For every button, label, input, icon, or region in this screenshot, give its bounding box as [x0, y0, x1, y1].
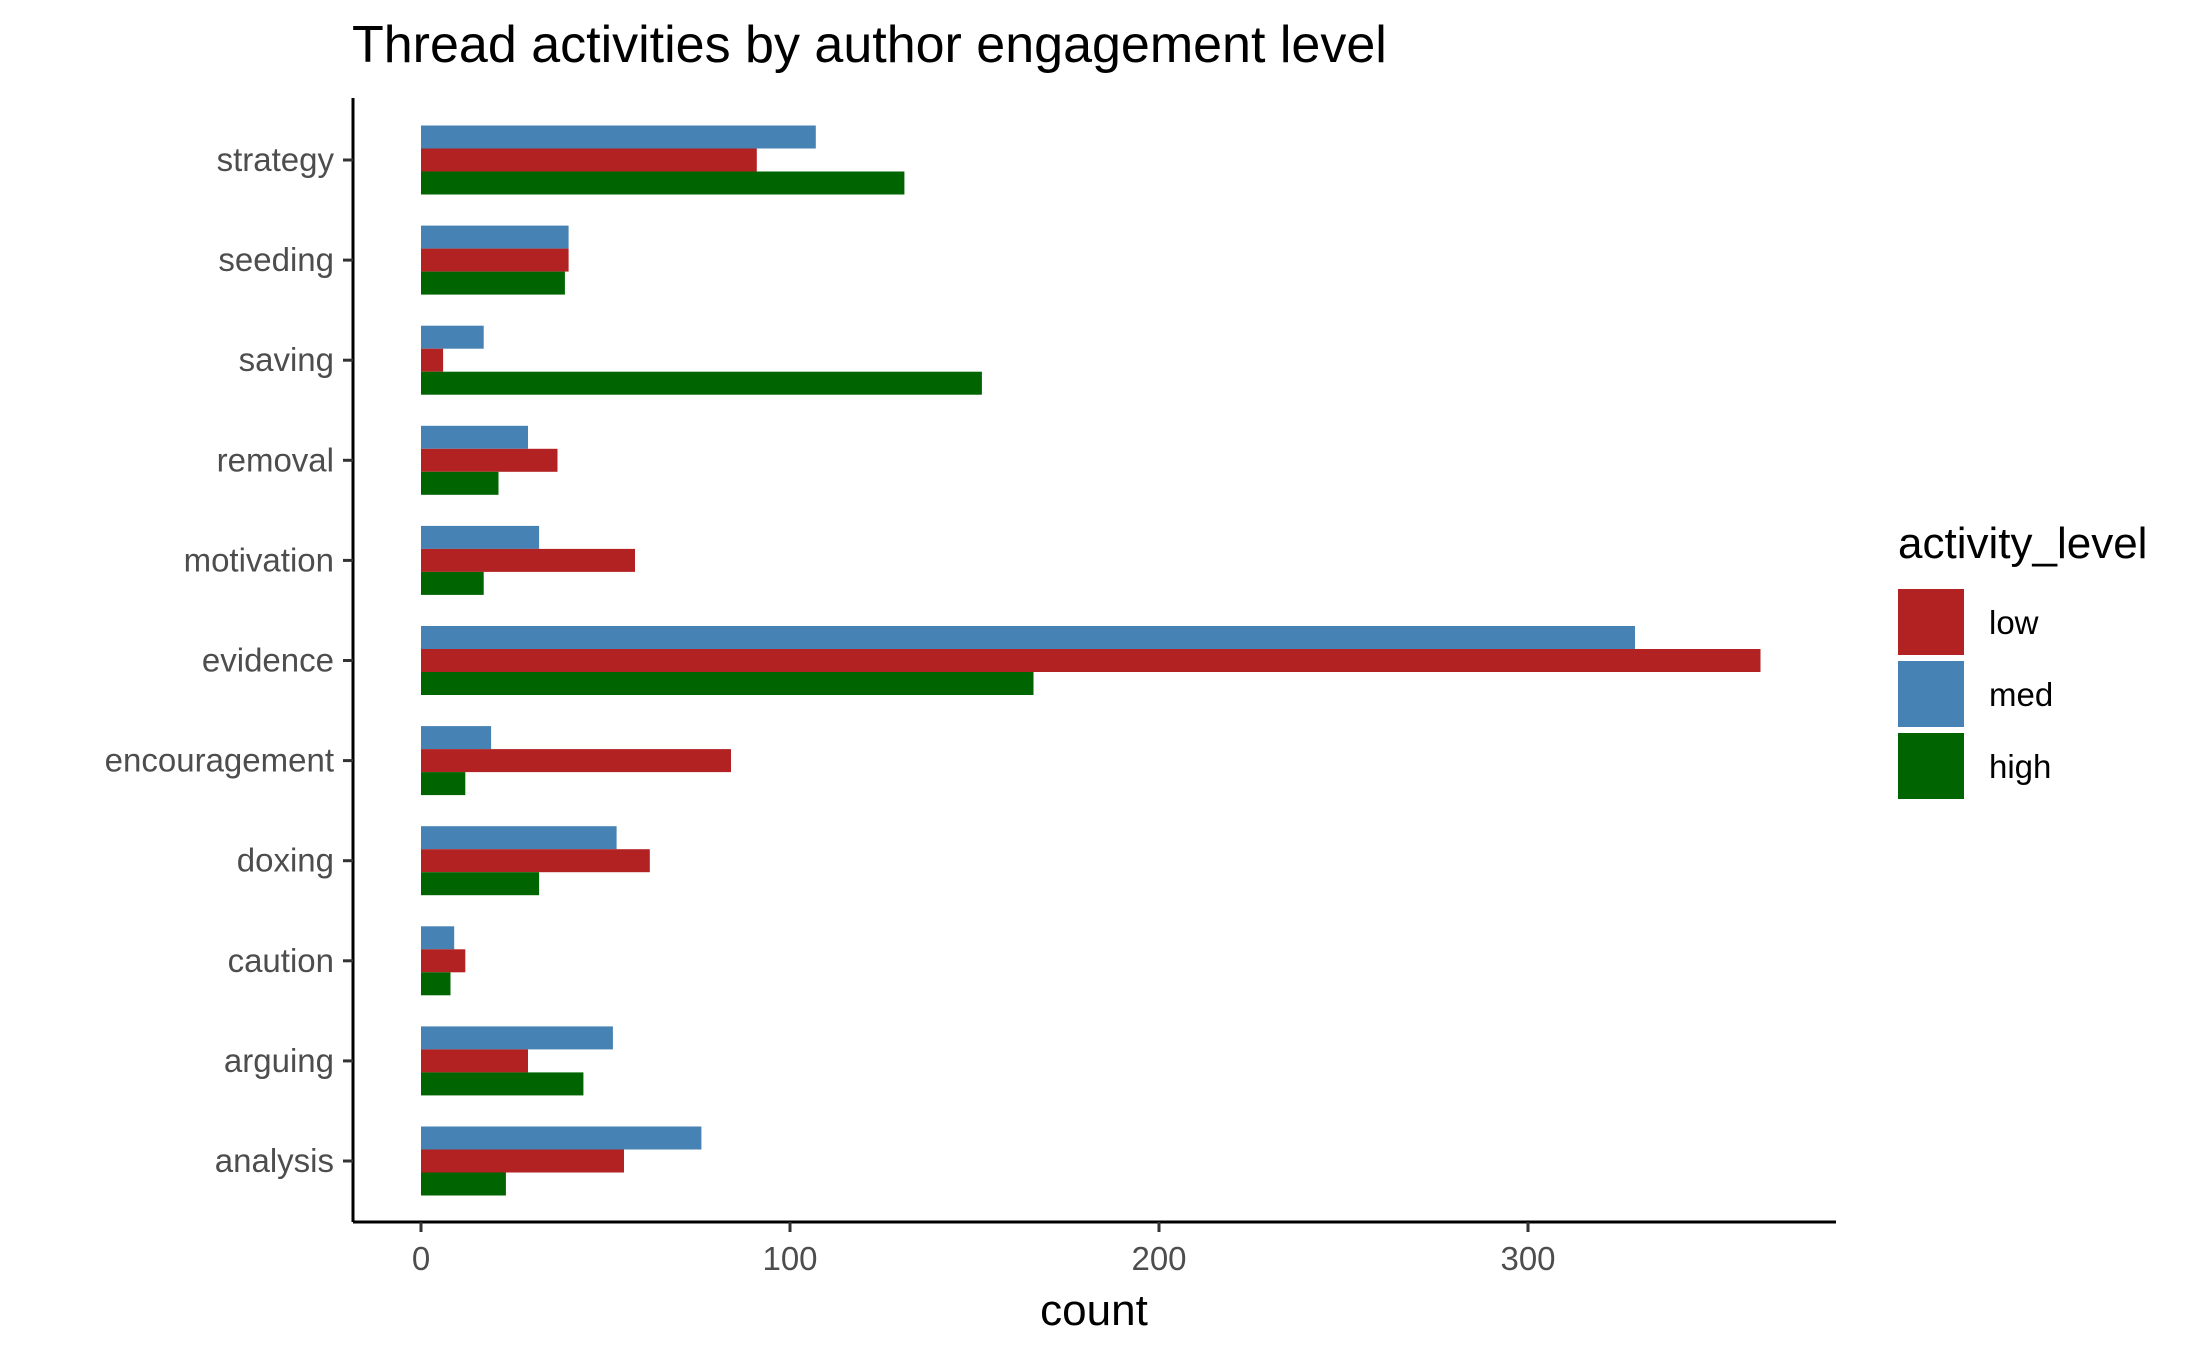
- bar-doxing-med: [421, 826, 617, 850]
- bar-caution-med: [421, 926, 455, 950]
- ticks-layer: analysis arguing caution doxing encouragemen…: [105, 141, 1556, 1277]
- y-tick-label-strategy: strategy: [217, 141, 335, 178]
- bar-seeding-low: [421, 248, 569, 272]
- y-tick-label-evidence: evidence: [202, 642, 334, 679]
- bar-analysis-med: [421, 1126, 702, 1150]
- x-tick-label-300: 300: [1500, 1240, 1555, 1277]
- bar-motivation-med: [421, 525, 540, 549]
- legend-items: low med high: [1898, 589, 2053, 799]
- bar-removal-med: [421, 425, 528, 449]
- y-tick-label-saving: saving: [239, 341, 334, 378]
- bar-encouragement-med: [421, 726, 492, 750]
- y-tick-label-seeding: seeding: [218, 241, 334, 278]
- y-tick-label-arguing: arguing: [224, 1042, 334, 1079]
- bar-analysis-high: [421, 1172, 506, 1196]
- chart-title: Thread activities by author engagement l…: [352, 16, 1387, 74]
- y-tick-label-doxing: doxing: [237, 842, 334, 879]
- legend-title: activity_level: [1898, 519, 2147, 568]
- bar-arguing-low: [421, 1049, 528, 1073]
- bar-arguing-med: [421, 1026, 613, 1050]
- bar-strategy-med: [421, 125, 816, 149]
- bar-strategy-low: [421, 148, 757, 172]
- bar-strategy-high: [421, 171, 905, 195]
- y-tick-label-motivation: motivation: [184, 541, 334, 578]
- legend-label-high: high: [1989, 748, 2051, 785]
- bar-seeding-high: [421, 271, 565, 295]
- bar-evidence-high: [421, 672, 1034, 695]
- bar-doxing-low: [421, 849, 650, 873]
- bar-arguing-high: [421, 1072, 584, 1096]
- legend-label-med: med: [1989, 676, 2053, 713]
- bar-motivation-low: [421, 548, 635, 572]
- y-tick-label-analysis: analysis: [215, 1142, 334, 1179]
- y-tick-label-encouragement: encouragement: [105, 742, 334, 779]
- x-tick-label-100: 100: [762, 1240, 817, 1277]
- bar-caution-high: [421, 972, 451, 996]
- x-axis-title: count: [1040, 1286, 1148, 1335]
- legend: activity_level low med high: [1898, 519, 2147, 799]
- bar-evidence-low: [421, 649, 1761, 672]
- legend-key-med: [1898, 661, 1964, 727]
- y-tick-label-caution: caution: [228, 942, 334, 979]
- bar-removal-high: [421, 471, 499, 495]
- bar-evidence-med: [421, 626, 1635, 649]
- bar-encouragement-high: [421, 772, 466, 796]
- bar-removal-low: [421, 448, 558, 472]
- bar-encouragement-low: [421, 749, 731, 773]
- x-tick-label-0: 0: [412, 1240, 430, 1277]
- bar-doxing-high: [421, 872, 540, 896]
- bar-saving-high: [421, 371, 982, 395]
- legend-key-low: [1898, 589, 1964, 655]
- bars-layer: [421, 125, 1761, 1196]
- bar-analysis-low: [421, 1149, 624, 1173]
- bar-saving-low: [421, 348, 444, 372]
- legend-label-low: low: [1989, 604, 2039, 641]
- bar-motivation-high: [421, 571, 484, 595]
- bar-seeding-med: [421, 225, 569, 249]
- x-tick-label-200: 200: [1131, 1240, 1186, 1277]
- bar-saving-med: [421, 325, 484, 349]
- y-tick-label-removal: removal: [217, 441, 334, 478]
- bar-caution-low: [421, 949, 466, 973]
- legend-key-high: [1898, 733, 1964, 799]
